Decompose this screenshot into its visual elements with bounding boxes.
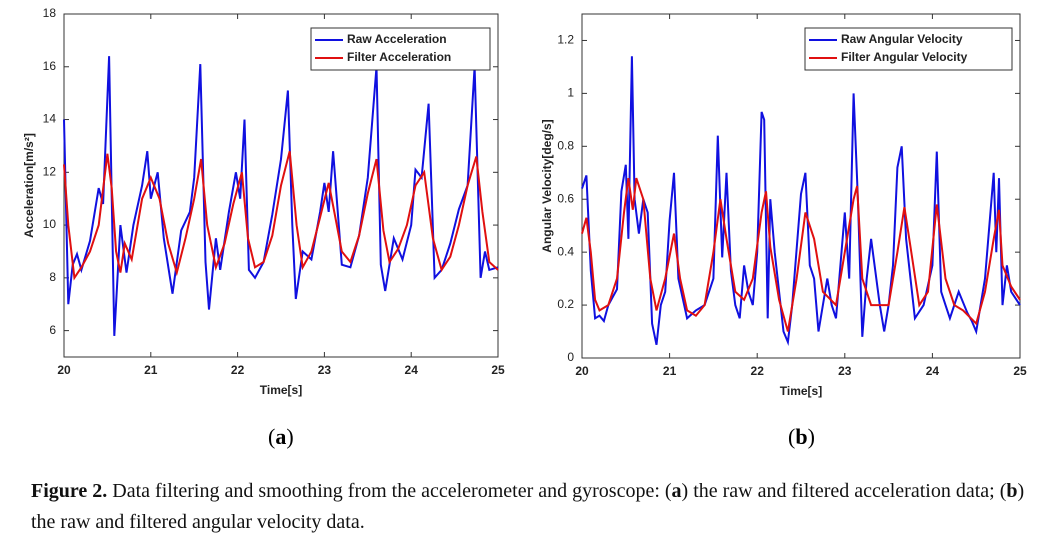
y-axis-label: Acceleration[m/s²] [22,133,36,238]
legend-label: Filter Acceleration [347,50,451,64]
y-tick-label: 8 [49,270,56,284]
paren: ( [268,424,276,449]
caption: Figure 2. Data filtering and smoothing f… [31,476,1031,538]
y-axis-label: Angular Velocity[deg/s] [540,119,554,252]
legend-label: Filter Angular Velocity [841,50,968,64]
panel-label: (a) [268,424,294,450]
y-tick-label: 14 [43,112,57,126]
x-tick-label: 24 [926,364,940,378]
panel-label: (b) [788,424,815,450]
x-tick-label: 23 [838,364,852,378]
data-line [581,177,1021,332]
x-tick-label: 20 [575,364,589,378]
legend-box [310,27,491,71]
x-tick-label: 21 [663,364,677,378]
legend-box [804,27,1013,71]
caption-label: Figure 2. [31,480,108,502]
caption-ref: a [671,480,682,502]
x-tick-label: 23 [318,363,332,377]
y-tick-label: 12 [43,164,57,178]
y-tick-label: 16 [43,59,57,73]
data-line [63,150,499,281]
y-tick-label: 1.2 [557,33,574,47]
y-tick-label: 0.4 [557,244,574,258]
panel-letter: b [795,424,808,449]
y-tick-label: 0.8 [557,138,574,152]
y-tick-label: 10 [43,217,57,231]
legend-label: Raw Angular Velocity [841,32,963,46]
x-axis-label: Time[s] [260,383,302,397]
paren: ( [788,424,796,449]
y-tick-label: 0 [567,350,574,364]
y-tick-label: 0.2 [557,297,574,311]
caption-ref: b [1006,480,1018,502]
x-axis-label: Time[s] [780,384,822,398]
paren: ) [286,424,294,449]
y-tick-label: 6 [49,323,56,337]
x-tick-label: 20 [57,363,71,377]
x-tick-label: 21 [144,363,158,377]
data-line [581,56,1021,347]
x-tick-label: 22 [231,363,245,377]
caption-text: ) the raw and filtered angular velocity … [31,480,1030,533]
panel-letter: a [275,424,287,449]
y-tick-label: 0.6 [557,191,574,205]
x-tick-label: 22 [751,364,765,378]
x-tick-label: 24 [405,363,419,377]
y-tick-label: 18 [43,6,57,20]
caption-text: Data filtering and smoothing from the ac… [107,480,672,502]
paren: ) [807,424,815,449]
x-tick-label: 25 [1013,364,1027,378]
y-tick-label: 1 [567,86,574,100]
x-tick-label: 25 [491,363,505,377]
caption-text: ) the raw and filtered acceleration data… [681,480,1007,502]
legend-label: Raw Acceleration [347,32,447,46]
